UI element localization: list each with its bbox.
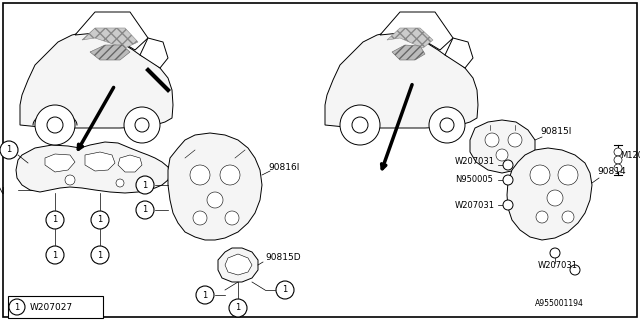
Polygon shape <box>16 142 170 193</box>
Circle shape <box>276 281 294 299</box>
Polygon shape <box>20 32 173 128</box>
Circle shape <box>0 141 18 159</box>
Circle shape <box>193 211 207 225</box>
Text: 1: 1 <box>142 205 148 214</box>
Circle shape <box>46 246 64 264</box>
Polygon shape <box>325 32 478 128</box>
Text: W207031: W207031 <box>538 260 578 269</box>
Circle shape <box>229 299 247 317</box>
Circle shape <box>503 160 513 170</box>
Circle shape <box>190 165 210 185</box>
Text: 1: 1 <box>282 285 287 294</box>
Circle shape <box>440 118 454 132</box>
Polygon shape <box>445 38 473 68</box>
Circle shape <box>536 211 548 223</box>
Circle shape <box>508 133 522 147</box>
Text: 90816I: 90816I <box>268 163 300 172</box>
Circle shape <box>220 165 240 185</box>
Circle shape <box>503 200 513 210</box>
Polygon shape <box>85 152 115 171</box>
Circle shape <box>547 190 563 206</box>
Text: 1: 1 <box>97 251 102 260</box>
Circle shape <box>124 107 160 143</box>
Text: W207031: W207031 <box>455 156 495 165</box>
Circle shape <box>91 246 109 264</box>
Polygon shape <box>140 38 168 68</box>
Polygon shape <box>75 12 148 50</box>
Text: N950005: N950005 <box>455 175 493 185</box>
Circle shape <box>136 201 154 219</box>
Circle shape <box>503 175 513 185</box>
Circle shape <box>136 176 154 194</box>
Circle shape <box>91 211 109 229</box>
Text: A955001194: A955001194 <box>535 299 584 308</box>
Polygon shape <box>90 45 130 60</box>
Circle shape <box>429 107 465 143</box>
Polygon shape <box>118 155 142 172</box>
Circle shape <box>550 248 560 258</box>
Polygon shape <box>392 45 425 60</box>
Text: 1: 1 <box>6 146 12 155</box>
Circle shape <box>340 105 380 145</box>
Polygon shape <box>218 248 258 282</box>
Circle shape <box>65 175 75 185</box>
Circle shape <box>46 211 64 229</box>
Circle shape <box>35 105 75 145</box>
Text: 90815D: 90815D <box>265 253 301 262</box>
Text: 1: 1 <box>14 302 20 311</box>
Circle shape <box>225 211 239 225</box>
Polygon shape <box>380 12 453 50</box>
Circle shape <box>352 117 368 133</box>
Circle shape <box>558 165 578 185</box>
Circle shape <box>614 148 622 156</box>
Circle shape <box>530 165 550 185</box>
Text: W207031: W207031 <box>455 201 495 210</box>
Text: 90815N: 90815N <box>0 188 5 196</box>
Text: 1: 1 <box>52 251 58 260</box>
Text: 1: 1 <box>97 215 102 225</box>
Polygon shape <box>82 28 138 48</box>
Circle shape <box>116 179 124 187</box>
Circle shape <box>9 299 25 315</box>
Polygon shape <box>507 148 592 240</box>
Circle shape <box>562 211 574 223</box>
Polygon shape <box>45 154 75 172</box>
Circle shape <box>614 156 622 164</box>
Circle shape <box>485 133 499 147</box>
Text: M12015: M12015 <box>620 150 640 159</box>
Text: 1: 1 <box>236 303 241 313</box>
Text: W207027: W207027 <box>30 302 73 311</box>
Text: 1: 1 <box>202 291 207 300</box>
Circle shape <box>496 149 508 161</box>
Polygon shape <box>387 28 433 48</box>
Circle shape <box>47 117 63 133</box>
Circle shape <box>207 192 223 208</box>
Circle shape <box>135 118 149 132</box>
Text: 90815I: 90815I <box>540 127 572 137</box>
Circle shape <box>614 164 622 172</box>
Text: 1: 1 <box>52 215 58 225</box>
Polygon shape <box>168 133 262 240</box>
Text: 1: 1 <box>142 180 148 189</box>
Circle shape <box>570 265 580 275</box>
Polygon shape <box>225 254 252 275</box>
Text: 90814: 90814 <box>597 167 626 177</box>
Bar <box>8 296 103 318</box>
Polygon shape <box>470 120 535 173</box>
Circle shape <box>196 286 214 304</box>
